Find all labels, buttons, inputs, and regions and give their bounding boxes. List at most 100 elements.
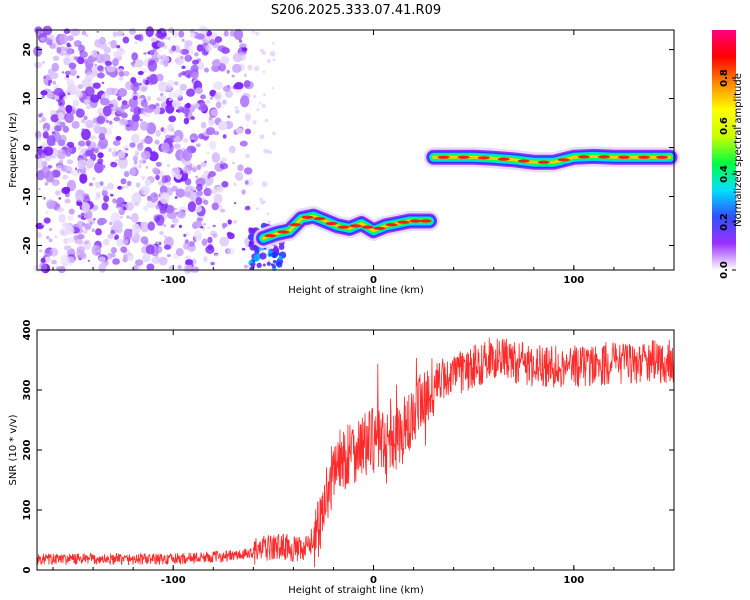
noise-blob	[220, 55, 230, 65]
noise-blob	[118, 76, 124, 81]
noise-blob	[194, 52, 199, 57]
noise-blob	[97, 158, 104, 164]
colorbar-tick-label: 0.2	[719, 213, 730, 231]
noise-blob	[138, 189, 145, 195]
noise-blob	[98, 256, 106, 263]
noise-blob	[167, 36, 171, 41]
noise-blob	[181, 71, 186, 76]
noise-blob	[56, 47, 62, 54]
noise-blob	[88, 182, 94, 187]
noise-blob	[219, 236, 230, 247]
noise-blob	[209, 96, 213, 100]
noise-blob	[43, 196, 46, 200]
noise-blob	[189, 66, 197, 76]
noise-blob	[96, 31, 99, 33]
noise-blob	[42, 131, 49, 139]
x-tick-label: -100	[161, 575, 186, 586]
snr-y-label: SNR (10 * v/v)	[8, 414, 19, 485]
noise-blob	[204, 67, 209, 73]
noise-blob	[110, 193, 114, 197]
noise-blob	[115, 159, 119, 162]
ridge-1-peak	[325, 221, 338, 226]
noise-blob	[177, 264, 183, 270]
noise-blob	[44, 182, 48, 186]
noise-blob	[174, 196, 178, 199]
noise-blob	[234, 106, 239, 109]
noise-blob	[155, 204, 162, 210]
noise-blob	[105, 88, 113, 96]
noise-blob	[185, 259, 194, 266]
noise-blob	[232, 63, 242, 73]
noise-blob	[249, 244, 257, 251]
noise-blob	[66, 159, 74, 165]
noise-blob	[232, 161, 235, 165]
noise-blob	[96, 115, 106, 125]
noise-blob	[256, 108, 260, 112]
noise-blob	[71, 109, 76, 115]
noise-blob	[150, 37, 158, 43]
noise-blob	[103, 195, 110, 203]
noise-blob	[126, 253, 134, 261]
noise-blob	[87, 122, 91, 128]
noise-blob	[214, 253, 219, 257]
noise-blob	[198, 61, 205, 70]
noise-blob	[61, 222, 70, 228]
spectrogram-y-label: Frequency (Hz)	[8, 112, 19, 188]
noise-blob	[185, 255, 191, 260]
ridge-1-peak	[409, 219, 422, 223]
noise-blob	[179, 83, 187, 91]
noise-blob	[76, 201, 83, 207]
noise-blob	[211, 59, 221, 67]
noise-blob	[76, 246, 86, 254]
noise-blob	[244, 73, 247, 77]
noise-blob	[271, 251, 278, 259]
noise-blob	[65, 152, 71, 157]
noise-blob	[152, 167, 159, 174]
noise-blob	[203, 256, 208, 262]
noise-blob	[107, 233, 114, 240]
snr-x-ticks: -100 0 100	[52, 330, 655, 586]
noise-blob	[75, 189, 85, 202]
noise-blob	[171, 167, 181, 178]
noise-blob	[263, 200, 267, 204]
noise-blob	[157, 41, 165, 48]
noise-blob	[119, 215, 123, 219]
noise-blob	[64, 198, 71, 204]
noise-blob	[272, 131, 276, 136]
noise-blob	[51, 62, 59, 72]
noise-blob	[50, 114, 59, 123]
noise-blob	[65, 104, 73, 114]
noise-blob	[147, 59, 158, 72]
noise-blob	[97, 152, 104, 159]
x-tick-label: -100	[161, 275, 186, 286]
noise-blob	[251, 30, 255, 34]
ridge-2-peak	[477, 156, 490, 160]
noise-blob	[36, 231, 43, 239]
noise-blob	[81, 118, 86, 124]
noise-blob	[178, 30, 185, 38]
noise-blob	[40, 257, 46, 264]
noise-blob	[41, 95, 45, 99]
noise-blob	[91, 244, 102, 256]
noise-blob	[183, 233, 187, 238]
noise-blob	[120, 103, 130, 110]
noise-blob	[234, 172, 244, 181]
noise-blob	[235, 109, 240, 114]
ridge-1-peak	[349, 224, 362, 228]
noise-blob	[163, 60, 169, 67]
noise-blob	[155, 129, 161, 137]
noise-blob	[68, 208, 75, 215]
noise-blob	[209, 39, 217, 46]
noise-blob	[56, 149, 66, 160]
noise-blob	[110, 229, 116, 235]
x-tick-label: 0	[370, 575, 377, 586]
noise-blob	[237, 164, 244, 172]
noise-blob	[165, 103, 175, 114]
noise-blob	[112, 198, 117, 204]
noise-blob	[85, 140, 91, 147]
noise-blob	[100, 98, 110, 106]
noise-blob	[221, 222, 228, 228]
noise-blob	[149, 192, 159, 203]
noise-blob	[155, 161, 162, 167]
noise-blob	[96, 142, 106, 150]
